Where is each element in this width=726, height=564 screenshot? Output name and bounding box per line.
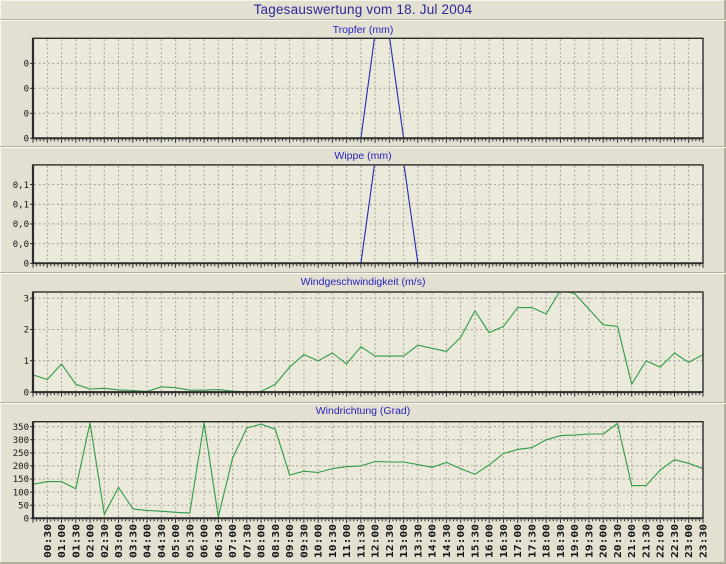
svg-text:150: 150	[13, 475, 29, 485]
svg-text:100: 100	[13, 488, 29, 498]
svg-text:0,1: 0,1	[13, 201, 29, 211]
svg-text:0: 0	[24, 60, 29, 70]
svg-text:05:00: 05:00	[171, 524, 182, 558]
svg-text:12:00: 12:00	[371, 524, 382, 558]
svg-text:00:30: 00:30	[43, 524, 54, 558]
svg-text:0: 0	[24, 388, 29, 398]
svg-text:02:30: 02:30	[100, 524, 111, 558]
svg-text:08:00: 08:00	[257, 524, 268, 558]
svg-text:18:00: 18:00	[542, 524, 553, 558]
chart-title-tropfer: Tropfer (mm)	[332, 24, 394, 36]
svg-text:23:30: 23:30	[699, 524, 710, 558]
svg-text:250: 250	[13, 449, 29, 459]
svg-text:200: 200	[13, 462, 29, 472]
svg-text:350: 350	[13, 423, 29, 433]
svg-text:0: 0	[24, 515, 29, 525]
svg-text:09:00: 09:00	[285, 524, 296, 558]
svg-text:15:30: 15:30	[470, 524, 481, 558]
svg-text:0,0: 0,0	[13, 240, 29, 250]
svg-text:19:00: 19:00	[570, 524, 581, 558]
svg-text:06:00: 06:00	[200, 524, 211, 558]
svg-text:0: 0	[24, 85, 29, 95]
svg-text:08:30: 08:30	[271, 524, 282, 558]
divider	[0, 402, 726, 404]
svg-text:0: 0	[24, 135, 29, 145]
svg-text:20:30: 20:30	[613, 524, 624, 558]
svg-text:07:00: 07:00	[228, 524, 239, 558]
svg-text:21:00: 21:00	[627, 524, 638, 558]
svg-text:13:30: 13:30	[413, 524, 424, 558]
svg-text:03:30: 03:30	[128, 524, 139, 558]
chart-title-wippe: Wippe (mm)	[334, 150, 392, 162]
svg-text:17:30: 17:30	[527, 524, 538, 558]
svg-text:21:30: 21:30	[642, 524, 653, 558]
svg-text:11:00: 11:00	[342, 524, 353, 558]
svg-text:01:00: 01:00	[57, 524, 68, 558]
svg-text:23:00: 23:00	[684, 524, 695, 558]
svg-text:09:30: 09:30	[299, 524, 310, 558]
svg-text:0: 0	[24, 110, 29, 120]
svg-text:11:30: 11:30	[356, 524, 367, 558]
svg-text:17:00: 17:00	[513, 524, 524, 558]
svg-text:3: 3	[24, 295, 29, 305]
svg-text:13:00: 13:00	[399, 524, 410, 558]
svg-text:0,1: 0,1	[13, 181, 29, 191]
divider	[0, 146, 726, 148]
svg-text:04:00: 04:00	[143, 524, 154, 558]
svg-text:20:00: 20:00	[599, 524, 610, 558]
svg-text:0: 0	[24, 260, 29, 270]
chart-title-windrichtung: Windrichtung (Grad)	[315, 405, 411, 417]
svg-text:14:30: 14:30	[442, 524, 453, 558]
svg-text:16:00: 16:00	[485, 524, 496, 558]
page-title: Tagesauswertung vom 18. Jul 2004	[253, 2, 473, 17]
svg-text:22:30: 22:30	[670, 524, 681, 558]
svg-text:03:00: 03:00	[114, 524, 125, 558]
svg-text:12:30: 12:30	[385, 524, 396, 558]
svg-text:05:30: 05:30	[185, 524, 196, 558]
svg-text:19:30: 19:30	[585, 524, 596, 558]
svg-text:10:30: 10:30	[328, 524, 339, 558]
svg-text:10:00: 10:00	[314, 524, 325, 558]
svg-text:07:30: 07:30	[242, 524, 253, 558]
svg-text:1: 1	[24, 357, 29, 367]
svg-text:0,0: 0,0	[13, 220, 29, 230]
divider	[0, 272, 726, 274]
svg-text:22:00: 22:00	[656, 524, 667, 558]
svg-text:50: 50	[18, 501, 29, 511]
svg-text:14:00: 14:00	[428, 524, 439, 558]
divider	[0, 19, 726, 21]
svg-text:2: 2	[24, 326, 29, 336]
svg-text:04:30: 04:30	[157, 524, 168, 558]
chart-title-windgeschwindigkeit: Windgeschwindigkeit (m/s)	[300, 276, 426, 288]
svg-text:16:30: 16:30	[499, 524, 510, 558]
svg-text:300: 300	[13, 436, 29, 446]
svg-text:02:00: 02:00	[86, 524, 97, 558]
svg-text:15:00: 15:00	[456, 524, 467, 558]
svg-text:01:30: 01:30	[71, 524, 82, 558]
svg-text:18:30: 18:30	[556, 524, 567, 558]
svg-text:06:30: 06:30	[214, 524, 225, 558]
